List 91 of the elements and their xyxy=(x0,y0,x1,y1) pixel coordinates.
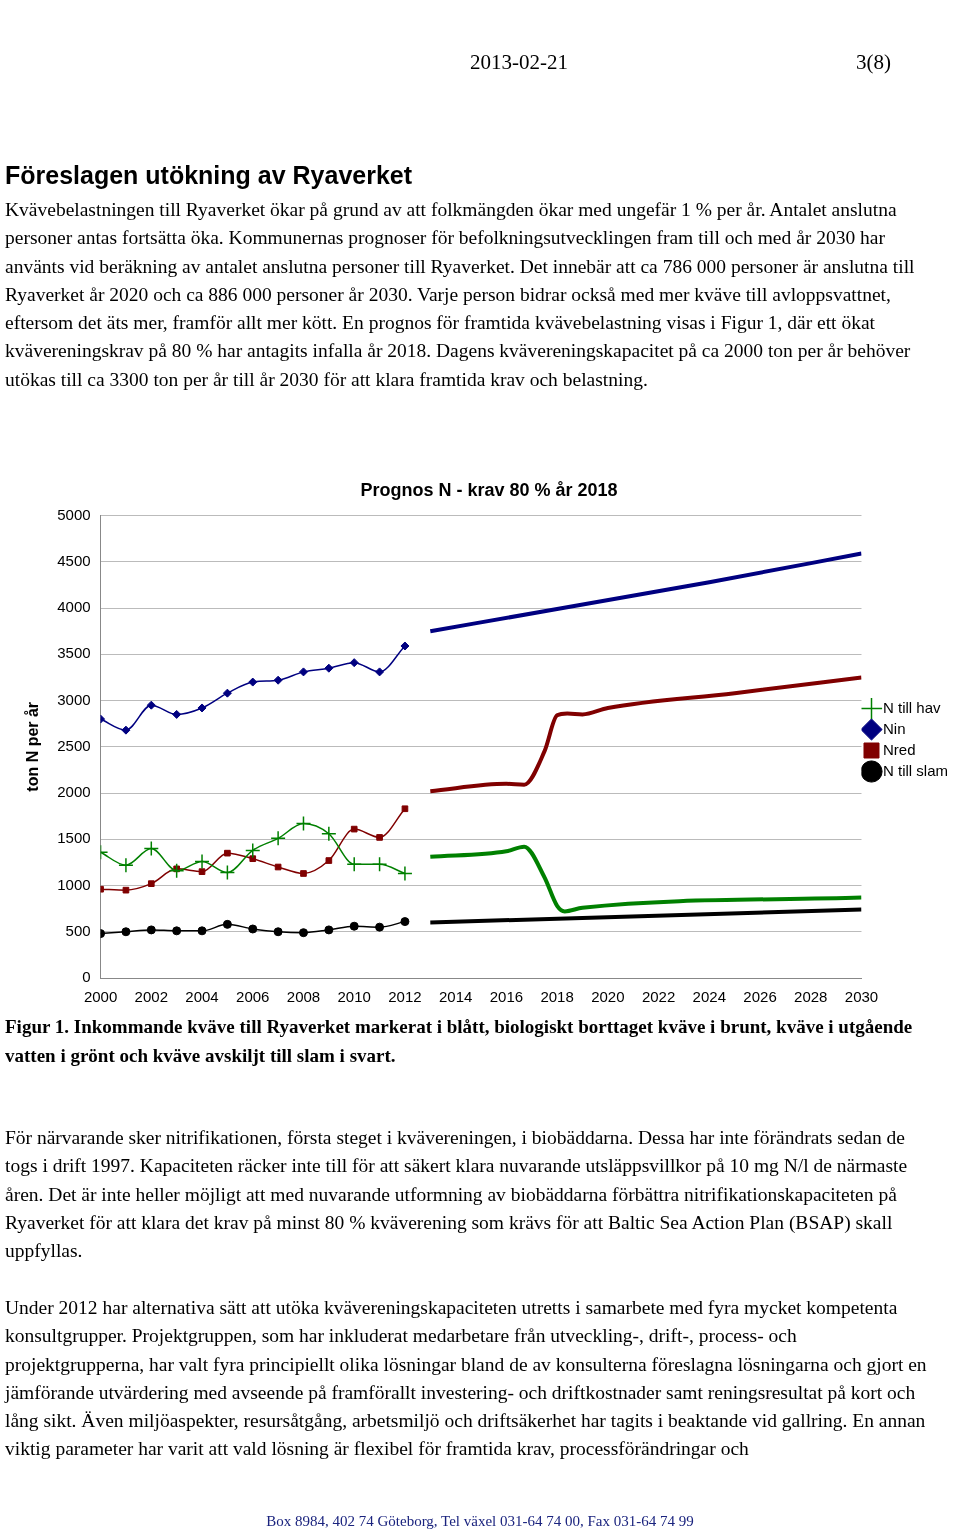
x-tick-label: 2008 xyxy=(286,988,321,1006)
x-tick-label: 2020 xyxy=(591,988,625,1006)
point xyxy=(400,917,410,927)
text: 3(8) xyxy=(856,50,891,75)
x-tick-label: 2014 xyxy=(438,988,473,1006)
text: Under 2012 har alternativa sätt att utöka kvävereningskapaciteten utretts i samarbete med fyra mycket kompetenta konsultgrupper. Projektgruppen, som har inkluderat medarbetare från utveckling-, drift-, process- och projektgrupperna, har valt fyra principiellt olika lösningar bland de av konsulterna föreslagna lösningarna och gjort en jämförande utvärdering med avseende på framförallt investering- och driftkostnader samt reningsresultat på kort och lång sikt. Även miljöaspekter, resursåtgång, arbetsmiljö och driftsäkerhet har tagits i beaktande vid gallring. En annan viktig parameter har varit att vald lösning är flexibel för framtida krav, processförändringar och xyxy=(5,1296,928,1462)
point xyxy=(224,849,231,857)
legend-label: Nin xyxy=(883,719,906,737)
point xyxy=(146,700,156,710)
x-tick-label: 2028 xyxy=(794,988,828,1006)
point xyxy=(375,667,385,677)
y-axis-title: ton N per år xyxy=(24,701,42,792)
point xyxy=(325,857,333,864)
point xyxy=(194,853,210,870)
y-tick-label: 4500 xyxy=(57,551,91,569)
point xyxy=(375,922,385,932)
point xyxy=(248,924,258,934)
x-tick-label: 2000 xyxy=(83,988,118,1006)
text: Föreslagen utökning av Ryaverket xyxy=(5,161,413,190)
point xyxy=(197,926,207,936)
point xyxy=(300,870,307,877)
point xyxy=(349,921,359,931)
point xyxy=(249,855,257,863)
y-tick-label: 1000 xyxy=(57,875,91,893)
point xyxy=(400,641,410,651)
y-tick-label: 4000 xyxy=(57,598,91,616)
point xyxy=(245,842,261,859)
point xyxy=(222,688,232,698)
y-tick-label: 1500 xyxy=(57,829,91,847)
line-series xyxy=(428,844,862,914)
y-tick-label: 2500 xyxy=(57,736,91,754)
point xyxy=(172,709,182,719)
text: 2013-02-21 xyxy=(470,50,568,75)
point xyxy=(198,868,206,875)
point xyxy=(274,863,282,871)
point xyxy=(122,886,130,894)
point xyxy=(321,825,337,842)
x-tick-label: 2004 xyxy=(185,988,219,1006)
point xyxy=(273,675,283,685)
point xyxy=(118,857,134,873)
point xyxy=(147,880,155,887)
x-tick-label: 2012 xyxy=(388,988,422,1006)
y-tick-label: 500 xyxy=(65,921,91,939)
point xyxy=(121,725,131,735)
chart-title: Prognos N - krav 80 % år 2018 xyxy=(360,479,618,500)
point xyxy=(270,830,286,847)
point xyxy=(146,925,156,935)
x-tick-label: 2026 xyxy=(743,988,777,1006)
x-tick-label: 2010 xyxy=(337,988,371,1006)
x-tick-label: 2030 xyxy=(844,988,879,1006)
x-tick-label: 2002 xyxy=(134,988,168,1006)
point xyxy=(298,667,308,677)
x-tick-label: 2016 xyxy=(489,988,524,1006)
point xyxy=(143,840,160,857)
point xyxy=(401,805,409,813)
line-series xyxy=(428,551,862,634)
y-tick-label: 5000 xyxy=(57,505,91,523)
x-tick-label: 2006 xyxy=(236,988,270,1006)
y-tick-label: 3500 xyxy=(57,644,91,662)
point xyxy=(346,856,362,872)
point xyxy=(121,927,131,937)
point xyxy=(295,815,312,832)
point xyxy=(350,825,358,833)
legend-label: Nred xyxy=(883,740,916,758)
point xyxy=(222,919,232,929)
y-tick-label: 3000 xyxy=(57,690,91,708)
text: För närvarande sker nitrifikationen, första steget i kvävereningen, i biobäddarna. Dessa har inte förändrats sedan de togs i drift 1997. Kapaciteten räcker inte till för att säkert klara nuvarande utsläppsvillkor på 10 mg N/l de närmaste åren. Det är inte heller möjligt att med nuvarande utformning av biobäddarna förbättra nitrifikationskapaciteten på Ryaverket för att klara det krav på minst 80 % kväverening som krävs för att Baltic Sea Action Plan (BSAP) skall uppfyllas. xyxy=(5,1126,909,1264)
text: Box 8984, 402 74 Göteborg, Tel växel 031-64 74 00, Fax 031-64 74 99 xyxy=(265,1513,695,1530)
point xyxy=(219,864,236,881)
text: Kvävebelastningen till Ryaverket ökar på grund av att folkmängden ökar med ungefär 1 % per år. Antalet anslutna personer antas fortsätta öka. Kommunernas prognoser för befolkningsutvecklingen fram till och med år 2030 har använts vid beräkning av antalet anslutna personer till Ryaverket. Det innebär att ca 786 000 personer är anslutna till Ryaverket år 2020 och ca 886 000 personer år 2030. Varje person bidrar också med mer kväve till avloppsvattnet, eftersom det äts mer, framför allt mer kött. En prognos för framtida kvävebelastning visas i Figur 1, där ett ökat kvävereningskrav på 80 % har antagits infalla år 2018. Dagens kvävereningskapacitet på ca 2000 ton per år behöver utökas till ca 3300 ton per år till år 2030 för att klara framtida krav och belastning. xyxy=(5,198,916,392)
y-tick-label: 2000 xyxy=(57,783,91,801)
x-tick-label: 2024 xyxy=(692,988,726,1006)
legend-label: N till hav xyxy=(883,698,942,716)
point xyxy=(197,703,207,713)
point xyxy=(371,856,388,872)
legend-label: N till slam xyxy=(883,761,949,779)
point xyxy=(298,928,308,938)
point xyxy=(172,926,182,936)
point xyxy=(397,865,413,882)
point xyxy=(273,927,283,937)
y-tick-label: 0 xyxy=(82,968,91,986)
point xyxy=(248,677,258,687)
x-tick-label: 2022 xyxy=(641,988,676,1006)
point xyxy=(324,925,334,935)
point xyxy=(376,834,383,841)
point xyxy=(168,862,185,879)
x-tick-label: 2018 xyxy=(540,988,574,1006)
text: Figur 1. Inkommande kväve till Ryaverket markerat i blått, biologiskt borttaget kväve i brunt, kväve i utgående vatten i grönt och kväve avskiljt till slam i svart. xyxy=(5,1015,914,1068)
point xyxy=(349,658,359,668)
line-series xyxy=(428,675,862,794)
point xyxy=(324,663,334,673)
